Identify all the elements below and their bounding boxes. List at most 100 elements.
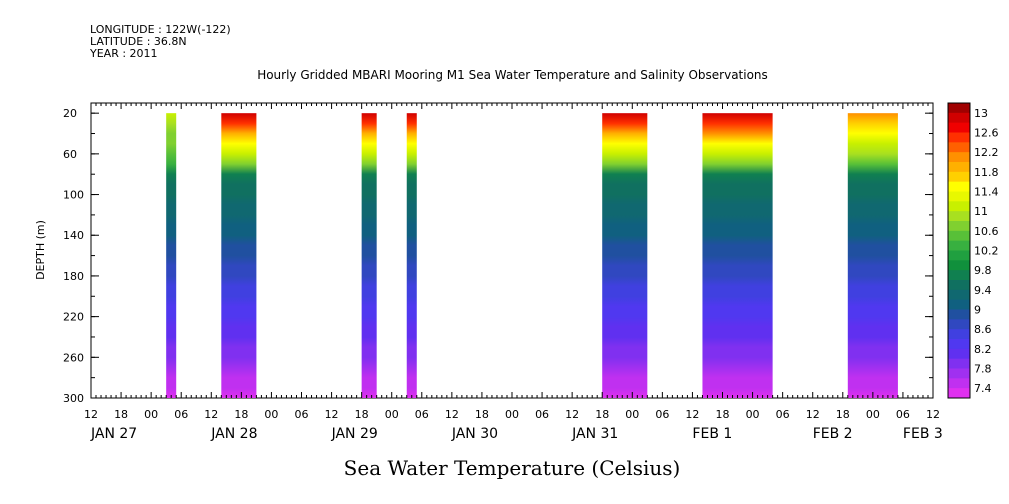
colorbar-swatch	[948, 368, 970, 379]
colorbar: 13 12.6 12.2 11.8 11.4 11 10.6 10.2 9.8 9.4 9 8.6 8.…	[947, 102, 999, 399]
x-date-label: FEB 2	[813, 426, 853, 442]
colorbar-label: 11.4	[974, 186, 999, 199]
colorbar-swatch	[948, 152, 970, 163]
colorbar-swatch	[948, 132, 970, 143]
x-date-label: JAN 29	[331, 426, 378, 442]
x-hour-label: 06	[776, 408, 790, 421]
plot-frame	[90, 102, 934, 399]
colorbar-label: 13	[974, 107, 988, 120]
plot-area	[90, 102, 934, 399]
colorbar-swatch	[948, 211, 970, 222]
x-hour-label: 12	[84, 408, 98, 421]
data-block	[361, 113, 377, 398]
x-axis-title: Sea Water Temperature (Celsius)	[344, 456, 681, 480]
x-hour-label: 00	[505, 408, 519, 421]
x-hour-label: 00	[144, 408, 158, 421]
colorbar-swatch	[948, 230, 970, 242]
y-tick-label: 140	[63, 229, 84, 242]
x-date-label: FEB 1	[692, 426, 732, 442]
colorbar-swatch	[948, 309, 970, 320]
colorbar-swatch	[948, 162, 970, 173]
longitude-label: LONGITUDE : 122W(-122)	[90, 23, 231, 36]
x-hour-label: 12	[806, 408, 820, 421]
x-hour-label: 18	[234, 408, 248, 421]
colorbar-swatch	[948, 112, 970, 124]
data-block	[406, 113, 417, 398]
colorbar-swatch	[948, 171, 970, 183]
x-hour-label: 06	[174, 408, 188, 421]
data-block	[221, 113, 257, 398]
data-block	[166, 113, 177, 398]
x-hour-label: 12	[325, 408, 339, 421]
colorbar-swatch	[948, 348, 970, 360]
x-hour-label: 12	[926, 408, 940, 421]
y-axis-label: DEPTH (m)	[34, 220, 47, 280]
y-tick-label: 20	[63, 107, 77, 120]
colorbar-swatch	[948, 319, 970, 330]
colorbar-swatch	[948, 103, 970, 114]
colorbar-label: 10.6	[974, 225, 999, 238]
colorbar-swatch	[948, 221, 970, 232]
y-tick-label: 100	[63, 189, 84, 202]
x-axis: 12 18 00 06 12 18 00 06 12 18 00 06 12 18 00 06 12 18 00 06…	[84, 103, 943, 442]
colorbar-swatch	[948, 142, 970, 153]
x-hour-label: 00	[625, 408, 639, 421]
x-hour-label: 12	[204, 408, 218, 421]
x-hour-label: 06	[655, 408, 669, 421]
colorbar-label: 7.8	[974, 363, 992, 376]
x-date-label: JAN 30	[451, 426, 498, 442]
x-hour-label: 06	[295, 408, 309, 421]
x-hour-label: 12	[445, 408, 459, 421]
y-tick-label: 260	[63, 351, 84, 364]
colorbar-label: 10.2	[974, 245, 999, 258]
colorbar-label: 8.6	[974, 323, 992, 336]
x-hour-label: 00	[385, 408, 399, 421]
x-hour-label: 18	[114, 408, 128, 421]
colorbar-swatch	[948, 201, 970, 212]
colorbar-swatch	[948, 270, 970, 281]
x-hour-label: 06	[535, 408, 549, 421]
colorbar-swatch	[948, 280, 970, 291]
x-date-label: JAN 31	[571, 426, 618, 442]
colorbar-label: 11.8	[974, 166, 999, 179]
x-hour-label: 06	[896, 408, 910, 421]
data-block	[602, 113, 648, 398]
x-hour-label: 00	[746, 408, 760, 421]
header-info: LONGITUDE : 122W(-122) LATITUDE : 36.8N …	[90, 24, 231, 60]
x-hour-label: 18	[355, 408, 369, 421]
y-axis: 20 60 100 140 180 220 260 300	[63, 107, 933, 405]
x-date-label: JAN 28	[210, 426, 257, 442]
data-block	[702, 113, 773, 398]
colorbar-swatch	[948, 299, 970, 310]
x-hour-label: 18	[595, 408, 609, 421]
colorbar-label: 12.2	[974, 146, 999, 159]
colorbar-swatch	[948, 358, 970, 369]
latitude-label: LATITUDE : 36.8N	[90, 35, 187, 48]
x-hour-label: 00	[264, 408, 278, 421]
y-tick-label: 220	[63, 311, 84, 324]
chart-title: Hourly Gridded MBARI Mooring M1 Sea Wate…	[257, 68, 768, 82]
colorbar-label: 11	[974, 205, 988, 218]
x-hour-label: 12	[565, 408, 579, 421]
x-hour-label: 18	[836, 408, 850, 421]
colorbar-frame	[947, 102, 971, 399]
y-tick-label: 60	[63, 148, 77, 161]
colorbar-swatch	[948, 250, 970, 261]
x-hour-label: 18	[716, 408, 730, 421]
x-hour-label: 00	[866, 408, 880, 421]
colorbar-label: 9.4	[974, 284, 992, 297]
x-date-label: JAN 27	[90, 426, 137, 442]
year-label: YEAR : 2011	[90, 47, 158, 60]
x-hour-label: 18	[475, 408, 489, 421]
colorbar-swatch	[948, 181, 970, 192]
colorbar-label: 9	[974, 304, 981, 317]
colorbar-swatch	[948, 122, 970, 133]
colorbar-label: 12.6	[974, 127, 999, 140]
colorbar-swatch	[948, 260, 970, 271]
colorbar-swatch	[948, 388, 970, 399]
colorbar-swatch	[948, 378, 970, 389]
y-tick-label: 300	[63, 392, 84, 405]
x-date-label: FEB 3	[903, 426, 943, 442]
data-block	[847, 113, 898, 398]
